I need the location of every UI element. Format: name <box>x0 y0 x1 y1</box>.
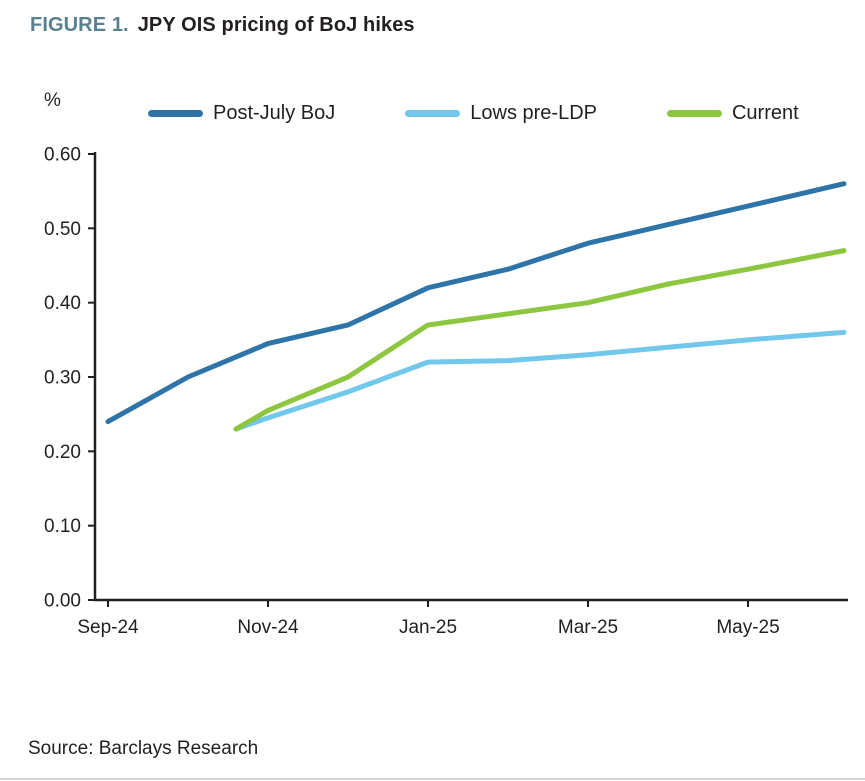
figure-label: FIGURE 1. <box>30 14 129 36</box>
y-tick-label: 0.50 <box>44 219 81 240</box>
legend-label-lows-pre-ldp: Lows pre-LDP <box>470 102 597 124</box>
legend-swatch-post-july-boj <box>148 110 203 117</box>
legend-label-current: Current <box>731 102 799 124</box>
bottom-divider <box>0 778 865 780</box>
source-note: Source: Barclays Research <box>28 738 259 759</box>
chart-title: JPY OIS pricing of BoJ hikes <box>137 14 415 36</box>
chart-legend: Post-July BoJ Lows pre-LDP Current <box>148 102 799 125</box>
y-tick-label: 0.60 <box>44 145 81 166</box>
legend-item-post-july-boj: Post-July BoJ <box>148 102 335 125</box>
legend-item-current: Current <box>666 102 799 125</box>
y-tick-label: 0.10 <box>44 516 81 537</box>
y-axis-unit-label: % <box>44 90 61 111</box>
x-tick-label: Nov-24 <box>237 617 299 638</box>
y-tick-label: 0.20 <box>44 442 81 463</box>
x-tick-label: Sep-24 <box>77 617 139 638</box>
series-line-lows-pre-ldp <box>233 329 847 432</box>
series-line-post-july-boj <box>105 181 847 425</box>
legend-swatch-lows-pre-ldp <box>405 110 461 117</box>
legend-label-post-july-boj: Post-July BoJ <box>213 102 336 124</box>
legend-item-lows-pre-ldp: Lows pre-LDP <box>405 102 597 125</box>
x-tick-label: May-25 <box>716 617 779 638</box>
legend-swatch-current <box>666 110 722 117</box>
line-chart: 0.00 0.10 0.20 0.30 0.40 0.50 0.60 Sep-24 Nov-24… <box>44 145 848 638</box>
x-tick-label: Jan-25 <box>399 617 457 638</box>
figure-title-row: FIGURE 1. JPY OIS pricing of BoJ hikes <box>30 14 415 37</box>
series-line-current <box>233 248 847 432</box>
y-tick-label: 0.40 <box>44 293 81 314</box>
y-tick-label: 0.00 <box>44 591 81 612</box>
x-tick-label: Mar-25 <box>558 617 618 638</box>
y-tick-label: 0.30 <box>44 368 81 389</box>
